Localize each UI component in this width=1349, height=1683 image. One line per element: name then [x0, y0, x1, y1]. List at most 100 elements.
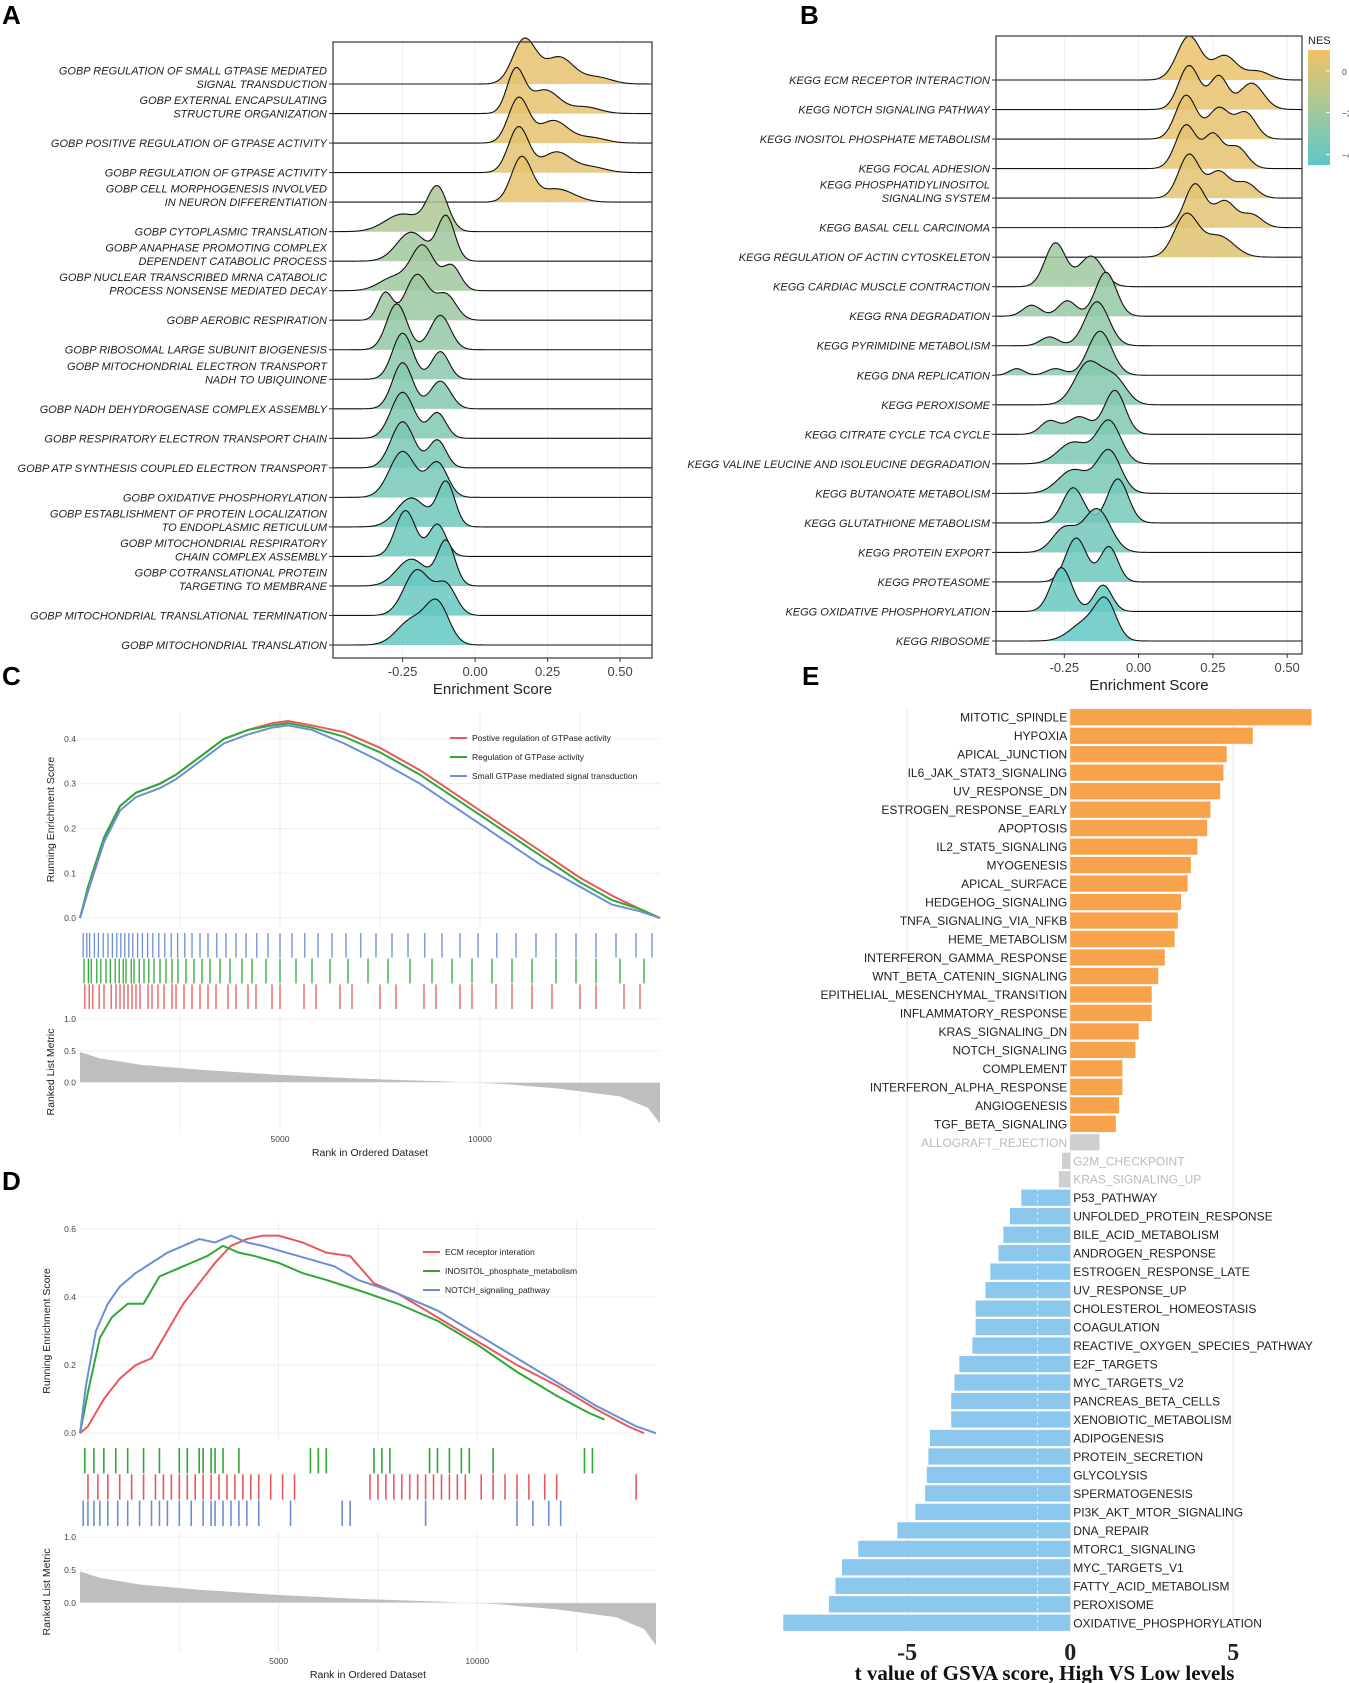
bar-43: [915, 1503, 1071, 1521]
bar-45: [858, 1540, 1071, 1557]
x-tick-label-2: 0.25: [1200, 660, 1225, 675]
ridge-outline-15: [996, 478, 1302, 524]
bar-label-15: EPITHELIAL_MESENCHYMAL_TRANSITION: [820, 988, 1067, 1002]
ridge-label-9-0: GOBP RIBOSOMAL LARGE SUBUNIT BIOGENESIS: [65, 345, 328, 357]
bar-31: [985, 1281, 1071, 1299]
panel-label-c: C: [2, 661, 21, 691]
ridge-label-19-0: KEGG RIBOSOME: [896, 636, 991, 648]
bar-label-20: INTERFERON_ALPHA_RESPONSE: [870, 1080, 1067, 1094]
bar-49: [783, 1614, 1071, 1631]
ridge-fill-11: [333, 362, 652, 409]
bar-label-27: UNFOLDED_PROTEIN_RESPONSE: [1073, 1210, 1272, 1224]
ridge-label-14-0: GOBP OXIDATIVE PHOSPHORYLATION: [123, 492, 327, 504]
bar-label-31: UV_RESPONSE_UP: [1073, 1284, 1186, 1298]
bar-36: [954, 1374, 1071, 1391]
bar-label-6: APOPTOSIS: [998, 822, 1067, 836]
es-line-2: [79, 724, 661, 919]
bar-label-41: GLYCOLYSIS: [1073, 1468, 1147, 1482]
bar-15: [1070, 986, 1152, 1003]
legend-tick-label-2: −4: [1342, 151, 1349, 161]
x-tick-label-3: 0.50: [607, 664, 632, 679]
ridge-outline-0: [333, 37, 653, 85]
ridge-label-0-1: SIGNAL TRANSDUCTION: [196, 79, 327, 91]
legend-label-0: ECM receptor interation: [445, 1247, 535, 1257]
panel-e-bar: MITOTIC_SPINDLE HYPOXIA APICAL_JUNCTION IL6…: [783, 708, 1313, 1683]
bar-29: [998, 1245, 1071, 1262]
bar-label-40: PROTEIN_SECRETION: [1073, 1450, 1203, 1464]
bar-label-43: PI3K_AKT_MTOR_SIGNALING: [1073, 1505, 1243, 1519]
bar-label-33: COAGULATION: [1073, 1321, 1159, 1335]
ridge-label-12-0: KEGG CITRATE CYCLE TCA CYCLE: [805, 429, 991, 441]
ridge-outline-5: [996, 183, 1302, 229]
ridge-label-8-0: GOBP AEROBIC RESPIRATION: [167, 315, 327, 327]
ridge-outline-8: [995, 271, 1302, 317]
bar-label-29: ANDROGEN_RESPONSE: [1073, 1247, 1216, 1261]
bar-label-3: IL6_JAK_STAT3_SIGNALING: [908, 766, 1068, 780]
y-tick-bottom-0: 0.0: [64, 1598, 76, 1608]
ridge-outline-9: [333, 303, 652, 351]
e-x-tick-2: 5: [1227, 1640, 1239, 1666]
ridge-outline-7: [996, 242, 1302, 288]
ridge-outline-17: [996, 537, 1302, 583]
ridge-label-10-0: KEGG DNA REPLICATION: [857, 370, 990, 382]
ridge-label-4-1: IN NEURON DIFFERENTIATION: [165, 197, 327, 209]
bar-18: [1070, 1041, 1136, 1059]
ridge-outline-14: [333, 450, 652, 498]
y-tick-top-2: 0.4: [64, 1292, 76, 1302]
ridge-fill-7: [996, 242, 1302, 287]
legend-label-1: INOSITOL_phosphate_metabolism: [445, 1266, 577, 1276]
ridge-fill-3: [996, 124, 1302, 169]
ridge-fill-17: [996, 537, 1302, 582]
legend-label-2: Small GTPase mediated signal transductio…: [472, 771, 638, 781]
x-tick-label-1: 10000: [465, 1656, 489, 1666]
panel-a-ridgeline: GOBP REGULATION OF SMALL GTPASE MEDIATED…: [18, 37, 653, 698]
ridge-outline-10: [333, 332, 652, 380]
ridge-label-17-1: TARGETING TO MEMBRANE: [179, 581, 328, 593]
ridge-label-15-0: GOBP ESTABLISHMENT OF PROTEIN LOCALIZATI…: [50, 508, 327, 520]
ridge-label-6-1: DEPENDENT CATABOLIC PROCESS: [139, 256, 328, 268]
bar-label-35: E2F_TARGETS: [1073, 1358, 1157, 1372]
ridge-outline-0: [996, 35, 1303, 81]
bar-3: [1070, 764, 1224, 781]
bar-label-7: IL2_STAT5_SIGNALING: [936, 840, 1067, 854]
ridge-label-12-0: GOBP RESPIRATORY ELECTRON TRANSPORT CHAI…: [44, 433, 327, 445]
ridge-label-16-0: GOBP MITOCHONDRIAL RESPIRATORY: [120, 538, 327, 550]
ridge-label-15-1: TO ENDOPLASMIC RETICULUM: [162, 522, 328, 534]
ridge-fill-19: [996, 597, 1302, 641]
y-tick-bottom-2: 1.0: [64, 1014, 76, 1024]
y-tick-bottom-0: 0.0: [64, 1077, 76, 1087]
ridge-label-7-0: GOBP NUCLEAR TRANSCRIBED MRNA CATABOLIC: [59, 272, 327, 284]
bar-label-47: FATTY_ACID_METABOLISM: [1073, 1579, 1229, 1593]
bar-25: [1058, 1171, 1071, 1188]
ridge-outline-12: [996, 389, 1302, 435]
x-axis-title: Rank in Ordered Dataset: [310, 1669, 426, 1681]
bar-11: [1070, 912, 1178, 929]
ridge-outline-9: [996, 301, 1302, 347]
bar-30: [990, 1263, 1071, 1280]
bar-label-36: MYC_TARGETS_V2: [1073, 1376, 1184, 1390]
bar-label-13: INTERFERON_GAMMA_RESPONSE: [864, 951, 1067, 965]
bar-40: [928, 1448, 1071, 1465]
ridge-outline-7: [333, 244, 652, 292]
bar-14: [1070, 967, 1159, 985]
bar-label-24: G2M_CHECKPOINT: [1073, 1154, 1185, 1168]
bar-5: [1070, 801, 1211, 818]
legend-colorbar: [1308, 50, 1330, 165]
bar-label-38: XENOBIOTIC_METABOLISM: [1073, 1413, 1231, 1427]
ridge-label-16-1: CHAIN COMPLEX ASSEMBLY: [175, 551, 328, 563]
x-tick-label-1: 10000: [468, 1134, 492, 1144]
ridge-outline-17: [333, 539, 652, 587]
bar-4: [1070, 783, 1221, 800]
bar-label-10: HEDGEHOG_SIGNALING: [925, 896, 1067, 910]
legend-label-2: NOTCH_signaling_pathway: [445, 1285, 551, 1295]
ridge-label-11-0: GOBP NADH DEHYDROGENASE COMPLEX ASSEMBLY: [40, 404, 328, 416]
ridge-outline-2: [996, 94, 1302, 140]
bar-label-1: HYPOXIA: [1014, 729, 1067, 743]
bar-13: [1070, 949, 1165, 966]
panel-label-e: E: [802, 661, 819, 691]
ridge-label-11-0: KEGG PEROXISOME: [881, 400, 990, 412]
bar-label-18: NOTCH_SIGNALING: [953, 1043, 1068, 1057]
ridge-fill-6: [996, 213, 1302, 258]
x-axis-title: Rank in Ordered Dataset: [312, 1147, 428, 1159]
